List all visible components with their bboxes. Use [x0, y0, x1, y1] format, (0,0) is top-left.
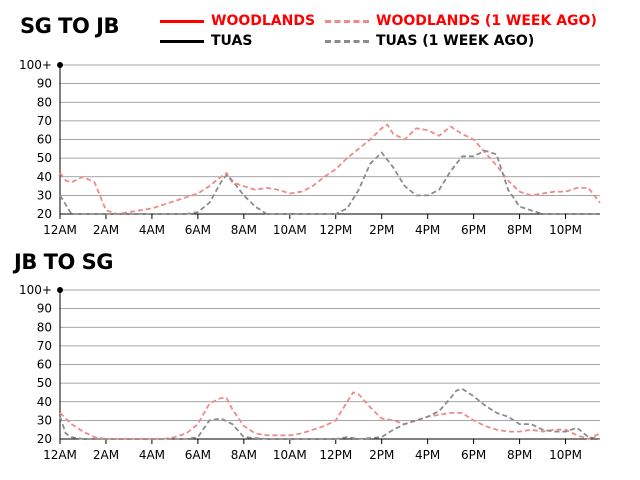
sg-to-jb-y-axis-marker: [57, 62, 63, 68]
jb-to-sg-y-tick-label: 100+: [19, 283, 52, 297]
sg-to-jb-x-tick-label: 12AM: [43, 223, 77, 237]
sg-to-jb-series-tuas-1-week-ago: [59, 149, 600, 215]
chart-title-sg-to-jb: SG TO JB: [20, 14, 119, 38]
sg-to-jb-x-tick-label: 8AM: [231, 223, 257, 237]
legend-label-woodlands: WOODLANDS: [211, 13, 316, 29]
jb-to-sg-y-tick-label: 80: [37, 320, 52, 334]
chart-sg-to-jb: 20 30 40 50 60 70 80 90 100+ 12AM 2AM 4AM 6AM 8AM 10AM…: [19, 58, 601, 237]
legend: WOODLANDS WOODLANDS (1 WEEK AGO) TUAS TU…: [160, 13, 630, 53]
jb-to-sg-y-tick-label: 30: [37, 413, 52, 427]
sg-to-jb-series-woodlands-1-week-ago: [59, 123, 601, 215]
jb-to-sg-x-tick-label: 4PM: [415, 448, 440, 462]
jb-to-sg-y-tick-label: 60: [37, 358, 52, 372]
jb-to-sg-x-tick-label: 12AM: [43, 448, 77, 462]
legend-label-woodlands-week-ago: WOODLANDS (1 WEEK AGO): [376, 13, 597, 29]
legend-item-woodlands[interactable]: WOODLANDS: [160, 13, 315, 29]
legend-swatch-tuas-week-ago: [325, 39, 369, 43]
sg-to-jb-x-tick-label: 2AM: [93, 223, 119, 237]
jb-to-sg-y-tick-label: 40: [37, 395, 52, 409]
legend-item-woodlands-week-ago[interactable]: WOODLANDS (1 WEEK AGO): [325, 13, 597, 29]
jb-to-sg-x-tick-label: 2AM: [93, 448, 119, 462]
sg-to-jb-y-tick-label: 100+: [19, 58, 52, 72]
jb-to-sg-y-tick-label: 50: [37, 376, 52, 390]
legend-swatch-tuas: [160, 39, 204, 43]
sg-to-jb-x-tick-label: 4AM: [139, 223, 165, 237]
jb-to-sg-y-tick-label: 20: [37, 432, 52, 446]
sg-to-jb-x-tick-label: 10PM: [549, 223, 582, 237]
jb-to-sg-x-tick-label: 2PM: [369, 448, 394, 462]
sg-to-jb-y-tick-label: 50: [37, 151, 52, 165]
legend-label-tuas-week-ago: TUAS (1 WEEK AGO): [376, 33, 535, 49]
jb-to-sg-x-tick-label: 6PM: [461, 448, 486, 462]
jb-to-sg-x-tick-label: 6AM: [185, 448, 211, 462]
sg-to-jb-y-tick-label: 20: [37, 207, 52, 221]
sg-to-jb-y-tick-label: 60: [37, 133, 52, 147]
sg-to-jb-y-tick-label: 30: [37, 188, 52, 202]
jb-to-sg-x-tick-label: 8PM: [507, 448, 532, 462]
sg-to-jb-x-tick-label: 10AM: [273, 223, 307, 237]
chart-title-jb-to-sg: JB TO SG: [14, 250, 113, 274]
legend-label-tuas: TUAS: [211, 33, 253, 49]
sg-to-jb-y-tick-label: 90: [37, 77, 52, 91]
sg-to-jb-x-tick-label: 2PM: [369, 223, 394, 237]
sg-to-jb-y-tick-label: 80: [37, 95, 52, 109]
jb-to-sg-x-tick-label: 8AM: [231, 448, 257, 462]
sg-to-jb-y-tick-label: 40: [37, 170, 52, 184]
legend-item-tuas[interactable]: TUAS: [160, 33, 252, 49]
sg-to-jb-x-tick-label: 8PM: [507, 223, 532, 237]
jb-to-sg-series-tuas-1-week-ago: [59, 387, 601, 440]
chart-jb-to-sg: 20 30 40 50 60 70 80 90 100+ 12AM 2AM 4AM 6AM 8AM 10AM…: [19, 283, 601, 462]
legend-swatch-woodlands-week-ago: [325, 19, 369, 23]
jb-to-sg-y-tick-label: 70: [37, 339, 52, 353]
jb-to-sg-x-tick-label: 10AM: [273, 448, 307, 462]
jb-to-sg-y-tick-label: 90: [37, 302, 52, 316]
sg-to-jb-y-tick-label: 70: [37, 114, 52, 128]
jb-to-sg-x-tick-label: 4AM: [139, 448, 165, 462]
jb-to-sg-y-axis-marker: [57, 287, 63, 293]
legend-item-tuas-week-ago[interactable]: TUAS (1 WEEK AGO): [325, 33, 534, 49]
sg-to-jb-x-tick-label: 6AM: [185, 223, 211, 237]
legend-swatch-woodlands: [160, 19, 204, 23]
sg-to-jb-x-tick-label: 4PM: [415, 223, 440, 237]
jb-to-sg-x-tick-label: 10PM: [549, 448, 582, 462]
sg-to-jb-x-tick-label: 6PM: [461, 223, 486, 237]
jb-to-sg-x-tick-label: 12PM: [319, 448, 352, 462]
sg-to-jb-x-tick-label: 12PM: [319, 223, 352, 237]
jb-to-sg-series-woodlands-1-week-ago: [59, 391, 601, 440]
